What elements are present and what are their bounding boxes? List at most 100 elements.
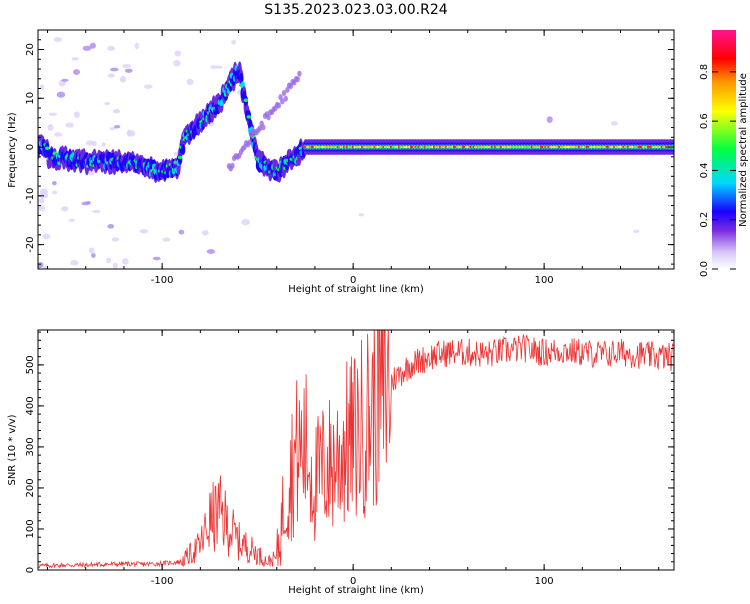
- spectrogram-noise-cell: [92, 209, 101, 214]
- spectrogram-noise-cell: [113, 124, 121, 129]
- spectrogram-noise-cell: [107, 224, 115, 229]
- colorbar-tick-label: 0.6: [699, 113, 710, 129]
- spectrogram-noise-cell: [52, 181, 57, 186]
- spectrogram-branch-cell: [295, 76, 300, 83]
- spectrogram-signal-cell: [177, 155, 183, 160]
- spectrogram-frame: [37, 29, 675, 270]
- spectrogram-noise-cell: [210, 65, 217, 69]
- spectrogram-noise-cell: [122, 63, 132, 68]
- spectrogram-noise-cell: [53, 37, 62, 43]
- colorbar-ticks: 0.0 0.2 0.4 0.6 0.8: [699, 64, 736, 277]
- spectrogram-noise-cell: [162, 237, 171, 242]
- spectrogram-noise-cell: [111, 237, 120, 242]
- snr-y-tick-label: 200: [25, 478, 36, 497]
- spectrogram-noise-cell: [112, 108, 121, 114]
- snr-x-tick-label: 0: [350, 576, 356, 587]
- spectrogram-branch-cell: [261, 124, 266, 131]
- colorbar-gradient: [712, 30, 736, 269]
- spectrogram-noise-cell: [38, 205, 46, 212]
- spectrogram-noise-cell: [109, 127, 116, 131]
- spectrogram-noise-cell: [82, 45, 92, 51]
- spectrogram-noise-cell: [134, 42, 140, 50]
- colorbar-tick-label: 0.0: [699, 261, 710, 277]
- spectrogram-noise-cell: [633, 229, 640, 234]
- spectrogram-noise-cell: [65, 122, 74, 128]
- snr-y-tick-label: 300: [25, 437, 36, 456]
- spectrogram-noise-cell: [47, 124, 54, 131]
- spectrogram-signal-cell: [44, 146, 50, 151]
- snr-y-tick-label: 400: [25, 396, 36, 415]
- spectrogram-noise-cell: [119, 75, 127, 83]
- spectrogram-noise-cell: [89, 42, 96, 49]
- snr-x-ticks: -100 0 100: [47, 330, 660, 587]
- spectrogram-y-ticks: -20 -10 0 10 20: [25, 29, 674, 265]
- spectrogram-signal-cell: [243, 98, 248, 102]
- snr-y-ticks: 0 100 200 300 400 500: [25, 331, 674, 573]
- spectrogram-noise-cell: [201, 229, 209, 236]
- spectrogram-signal-cell: [180, 143, 186, 155]
- snr-xlabel: Height of straight line (km): [288, 585, 424, 596]
- spectrogram-noise-cell: [85, 140, 95, 146]
- spectrogram-noise-cell: [106, 257, 112, 264]
- spectrogram-noise-cell: [42, 233, 51, 240]
- spectrogram-noise-cell: [152, 256, 161, 261]
- spectrogram-xlabel: Height of straight line (km): [288, 284, 424, 295]
- spectrogram-noise-cell: [231, 39, 237, 45]
- colorbar: 0.0 0.2 0.4 0.6 0.8 Normalized spectral ampl…: [699, 30, 749, 277]
- spectrogram-y-tick-label: 10: [25, 92, 36, 105]
- snr-series-line: [38, 330, 674, 569]
- spectrogram-noise-cell: [48, 112, 58, 116]
- spectrogram-branch-cell: [257, 125, 263, 132]
- spectrogram-signal-cell: [246, 115, 252, 119]
- spectrogram-noise-cell: [68, 218, 75, 222]
- spectrogram-noise-cell: [70, 260, 79, 266]
- figure-title: S135.2023.023.03.00.R24: [264, 2, 447, 18]
- spectrogram-noise-cell: [104, 101, 111, 106]
- spectrogram-branch-cell: [247, 139, 252, 146]
- snr-x-tick-label: 100: [535, 576, 554, 587]
- spectrogram-y-tick-label: 0: [25, 144, 36, 150]
- spectrogram-noise-cell: [174, 50, 182, 57]
- spectrogram-noise-cell: [61, 78, 69, 82]
- spectrogram-noise-cell: [39, 192, 49, 199]
- spectrogram-branch-cell: [230, 162, 235, 169]
- spectrogram-noise-cell: [61, 206, 69, 212]
- spectrogram-signal-cell: [239, 72, 244, 84]
- spectrogram-noise-cell: [358, 213, 365, 217]
- snr-frame: [37, 329, 675, 571]
- spectrogram-y-tick-label: 20: [25, 43, 36, 56]
- spectrogram-noise-cell: [126, 129, 132, 137]
- spectrogram-branch-cell: [280, 98, 285, 105]
- spectrogram-y-tick-label: -20: [25, 236, 36, 252]
- spectrogram-noise-cell: [56, 91, 66, 98]
- snr-ylabel: SNR (10 * v/v): [7, 414, 18, 485]
- spectrogram-branch-cell: [281, 90, 287, 97]
- spectrogram-panel: -100 0 100 -20 -10 0 10 20 Height of straight …: [7, 29, 675, 295]
- spectrogram-noise-cell: [186, 78, 194, 86]
- spectrogram-branch-cell: [285, 86, 290, 93]
- colorbar-tick-label: 0.4: [699, 162, 710, 178]
- spectrogram-noise-cell: [241, 219, 251, 226]
- spectrogram-noise-cell: [109, 67, 119, 72]
- snr-x-tick-label: -100: [151, 576, 174, 587]
- spectrogram-y-tick-label: -10: [25, 188, 36, 204]
- spectrogram-noise-cell: [143, 84, 153, 89]
- spectrogram-x-tick-label: 0: [350, 275, 356, 286]
- snr-y-tick-label: 0: [25, 567, 36, 573]
- spectrogram-noise-cell: [38, 197, 45, 204]
- spectrogram-branch-cell: [297, 70, 302, 77]
- spectrogram-noise-cell: [206, 249, 216, 254]
- spectrogram-noise-cell: [53, 132, 63, 137]
- spectrogram-noise-cell: [73, 111, 80, 118]
- colorbar-tick-label: 0.2: [699, 212, 710, 228]
- spectrogram-ylabel: Frequency (Hz): [7, 112, 18, 188]
- spectrogram-noise-cell: [139, 229, 149, 234]
- spectrogram-x-ticks: -100 0 100: [47, 30, 660, 286]
- spectrogram-noise-cell: [214, 65, 223, 69]
- spectrogram-branch-cell: [266, 114, 271, 121]
- spectrogram-noise-cell: [178, 229, 185, 235]
- colorbar-tick-label: 0.8: [699, 64, 710, 80]
- snr-y-tick-label: 500: [25, 355, 36, 374]
- spectrogram-noise-cell: [81, 201, 90, 206]
